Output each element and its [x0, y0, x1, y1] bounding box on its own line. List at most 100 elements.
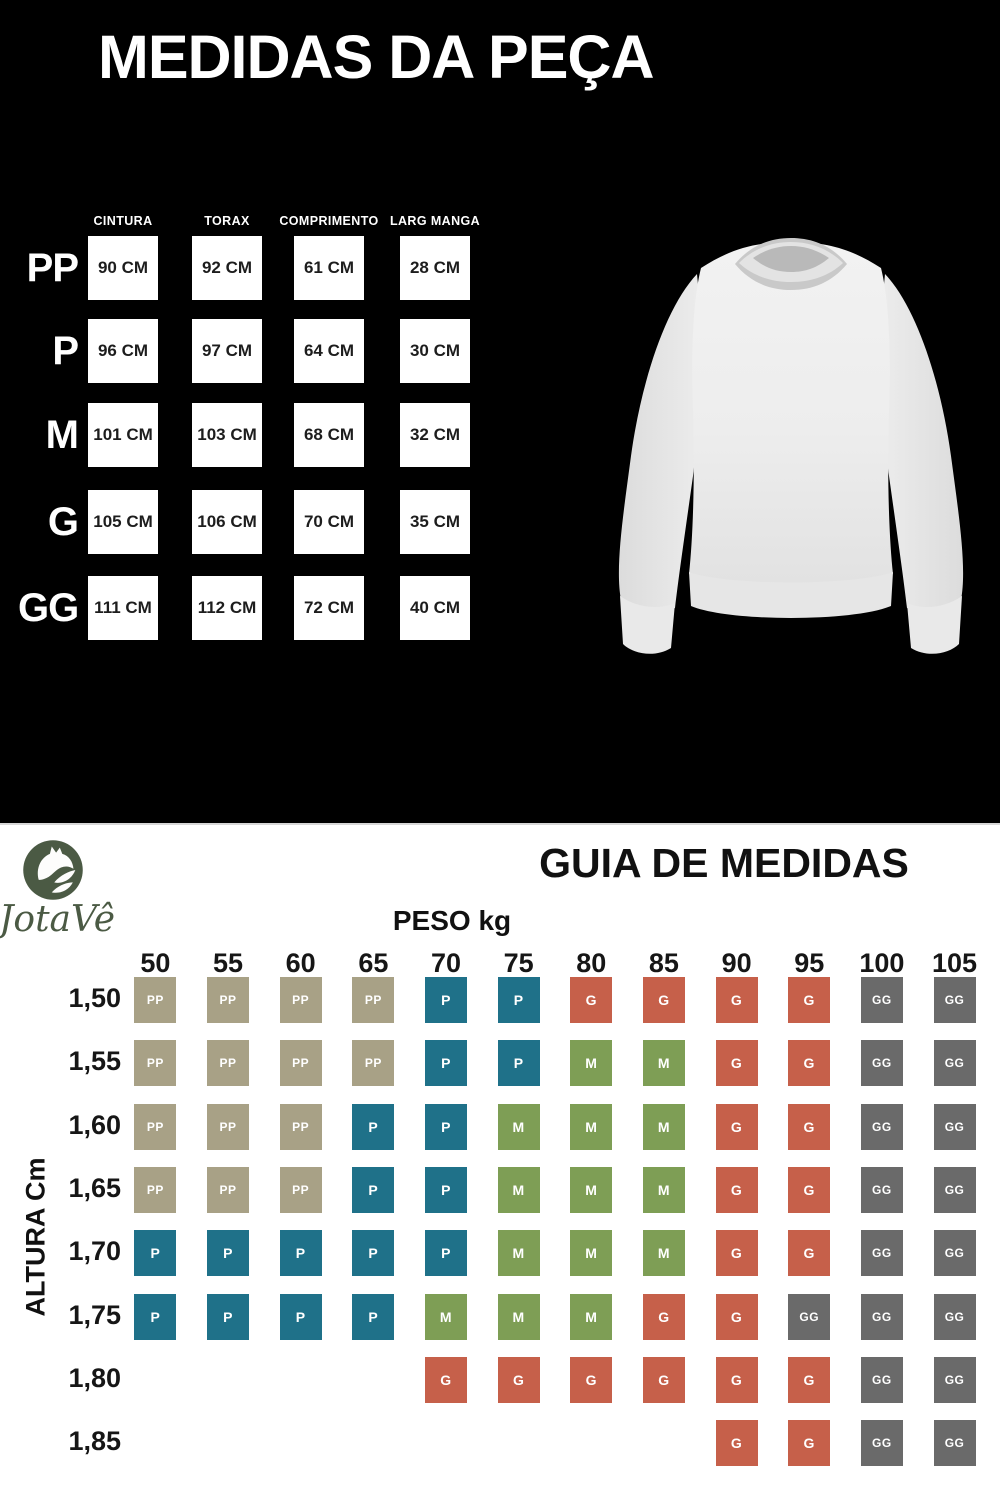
size-row-label: GG: [18, 586, 79, 630]
weight-column-header: 70: [430, 948, 462, 978]
size-cell: PP: [207, 977, 250, 1023]
size-cell: P: [425, 1103, 467, 1150]
size-cell: P: [352, 1103, 395, 1150]
size-cell: G: [642, 977, 685, 1023]
weight-column-header: 65: [358, 948, 389, 978]
size-cell: P: [497, 977, 540, 1023]
measure-value-box: 90 CM: [88, 236, 158, 300]
size-cell: G: [642, 1357, 685, 1404]
size-guide-panel: JotaVê GUIA DE MEDIDAS PESO kg ALTURA Cm…: [0, 825, 1000, 1500]
size-cell: PP: [352, 1040, 395, 1087]
size-cell: G: [715, 1230, 758, 1277]
size-cell: GG: [933, 1420, 976, 1467]
size-cell: G: [642, 1293, 685, 1340]
weight-column-header: 105: [932, 948, 978, 978]
measure-value-box: 32 CM: [400, 403, 470, 467]
size-cell: M: [497, 1103, 540, 1150]
weight-column-header: 95: [794, 948, 825, 978]
altura-row-label: 1,50: [68, 983, 121, 1013]
size-row-label: G: [47, 500, 79, 544]
measure-value-box: 72 CM: [294, 576, 364, 640]
size-cell: GG: [933, 1293, 976, 1340]
weight-column-header: 100: [859, 948, 905, 978]
size-cell: GG: [788, 1293, 831, 1340]
measure-value-box: 96 CM: [88, 319, 158, 383]
measurements-panel: MEDIDAS DA PEÇA CINTURA TORAX COMPRIMENTO L…: [0, 0, 1000, 825]
size-row-label: P: [52, 329, 79, 373]
weight-column-header: 90: [721, 948, 752, 978]
size-cell: P: [134, 1293, 177, 1340]
size-cell: M: [642, 1040, 685, 1087]
size-cell: P: [425, 1230, 467, 1277]
weight-column-header: 85: [648, 948, 679, 978]
size-cell: GG: [860, 1040, 903, 1087]
size-cell: P: [425, 977, 467, 1023]
size-cell: GG: [860, 1230, 903, 1277]
size-cell: P: [352, 1167, 395, 1214]
size-cell: G: [788, 1103, 831, 1150]
size-cell: G: [788, 1040, 831, 1087]
size-cell: GG: [860, 1167, 903, 1214]
size-cell: G: [425, 1357, 467, 1404]
size-cell: GG: [860, 1103, 903, 1150]
size-cell: M: [570, 1230, 613, 1277]
size-cell: GG: [933, 1230, 976, 1277]
size-cell: P: [207, 1293, 250, 1340]
size-cell: PP: [134, 1040, 177, 1087]
measure-column-header: COMPRIMENTO: [279, 214, 379, 228]
measurements-title: MEDIDAS DA PEÇA: [98, 23, 655, 91]
size-cell: G: [715, 1420, 758, 1467]
size-cell: PP: [279, 1167, 322, 1214]
size-cell: GG: [860, 1420, 903, 1467]
size-cell: GG: [933, 977, 976, 1023]
measure-value-box: 97 CM: [192, 319, 262, 383]
size-cell: G: [715, 1293, 758, 1340]
weight-column-header: 50: [140, 948, 171, 978]
measure-value-box: 68 CM: [294, 403, 364, 467]
altura-row-label: 1,65: [68, 1173, 121, 1204]
size-cell: G: [715, 1103, 758, 1150]
size-cell: M: [642, 1167, 685, 1214]
size-cell: P: [352, 1230, 395, 1277]
size-cell: GG: [860, 1293, 903, 1340]
size-cell: GG: [860, 1357, 903, 1404]
measure-value-box: 64 CM: [294, 319, 364, 383]
size-cell: G: [788, 1167, 831, 1214]
size-cell: G: [715, 1357, 758, 1404]
size-cell: G: [570, 977, 613, 1023]
size-cell: M: [497, 1293, 540, 1340]
measure-value-box: 112 CM: [192, 576, 262, 640]
altura-row-label: 1,85: [68, 1426, 121, 1457]
size-cell: G: [715, 977, 758, 1023]
size-cell: M: [497, 1230, 540, 1277]
size-cell: GG: [933, 1357, 976, 1404]
measure-column-header: LARG MANGA: [389, 214, 481, 228]
size-cell: G: [788, 1357, 831, 1404]
weight-column-header: 55: [213, 948, 244, 978]
altura-row-label: 1,55: [68, 1046, 121, 1077]
measure-value-box: 35 CM: [400, 490, 470, 554]
horse-head-logo-icon: [23, 840, 83, 900]
measure-column-header: TORAX: [204, 214, 250, 228]
size-cell: M: [642, 1230, 685, 1277]
size-cell: M: [570, 1040, 613, 1087]
size-cell: GG: [933, 1167, 976, 1214]
brand-name: JotaVê: [0, 899, 116, 940]
x-axis-label-peso: PESO kg: [392, 905, 512, 936]
size-cell: PP: [207, 1040, 250, 1087]
size-cell: G: [788, 1420, 831, 1467]
weight-column-header: 80: [576, 948, 607, 978]
altura-row-label: 1,70: [68, 1236, 121, 1267]
measure-value-box: 70 CM: [294, 490, 364, 554]
size-cell: P: [279, 1293, 322, 1340]
size-cell: G: [788, 1230, 831, 1277]
size-cell: PP: [279, 977, 322, 1023]
measure-column-header: CINTURA: [93, 214, 153, 228]
size-cell: P: [497, 1040, 540, 1087]
size-cell: GG: [933, 1040, 976, 1087]
size-row-label: M: [45, 413, 79, 457]
size-cell: PP: [352, 977, 395, 1023]
size-cell: PP: [134, 977, 177, 1023]
size-cell: P: [425, 1040, 467, 1087]
size-cell: G: [497, 1357, 540, 1404]
